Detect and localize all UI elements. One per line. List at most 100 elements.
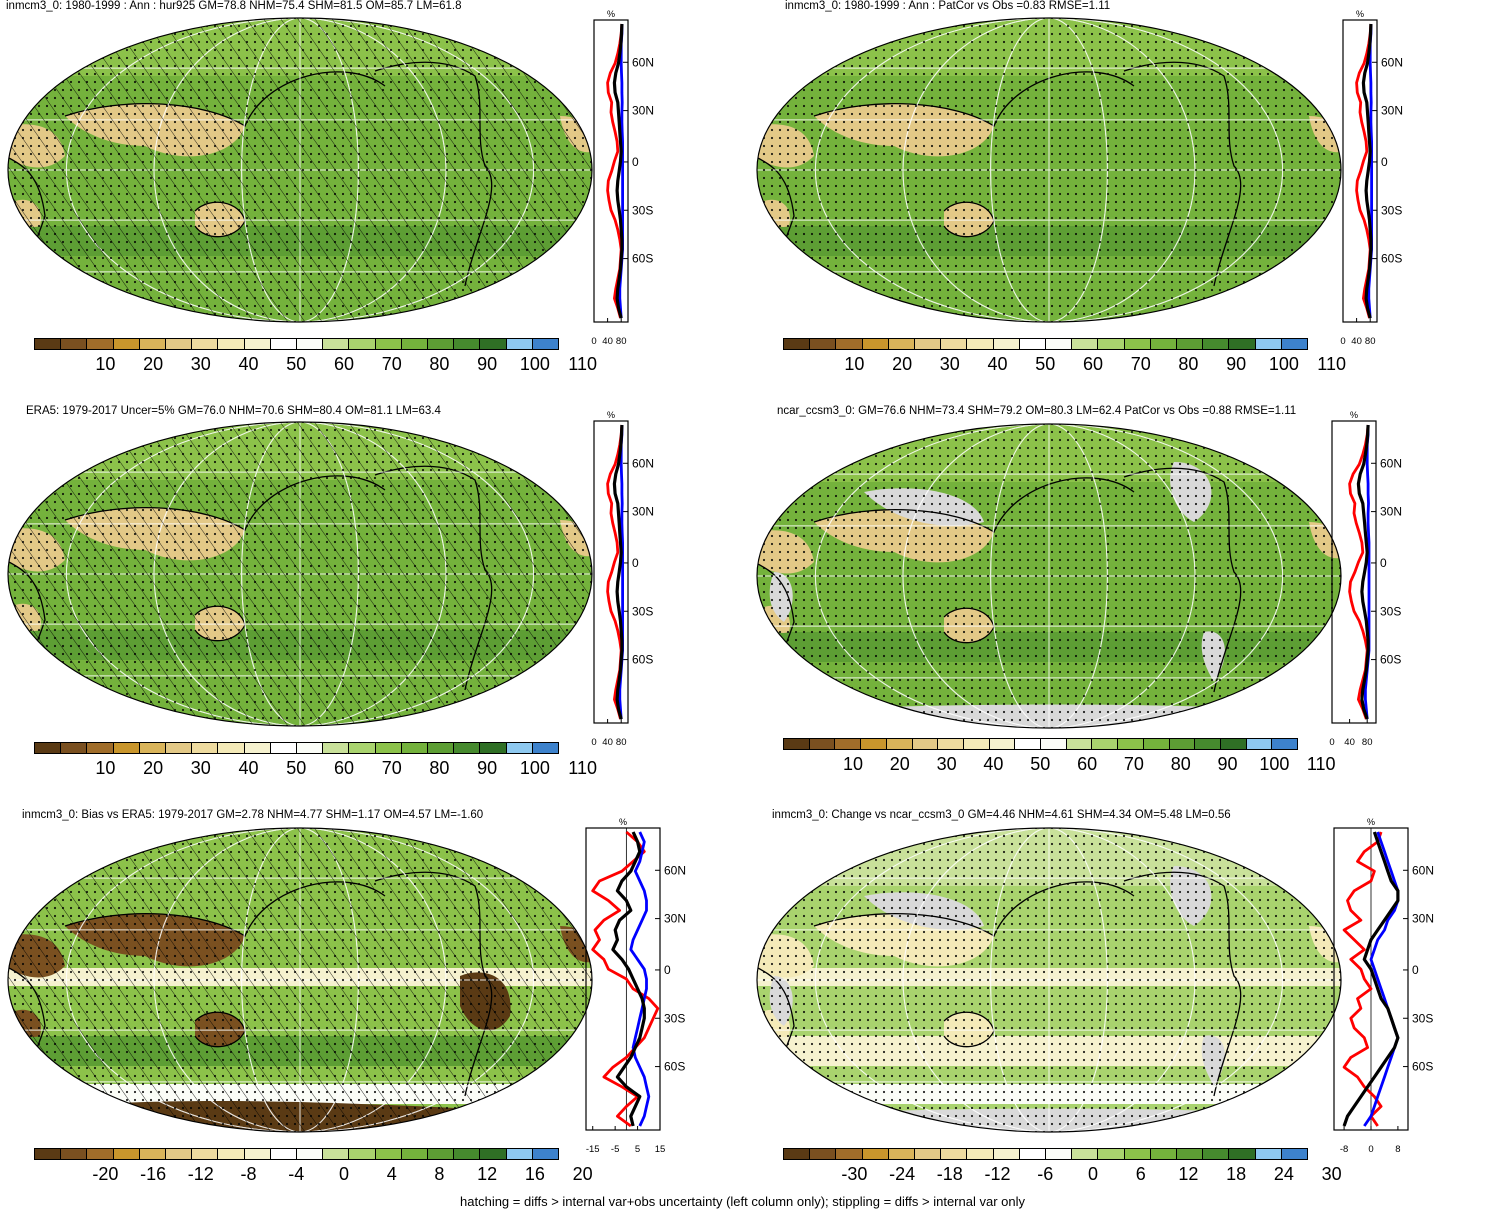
colorbar-swatches <box>34 338 559 350</box>
lat-label: 0 <box>1412 963 1419 977</box>
profile-line-black <box>1342 831 1400 1127</box>
map <box>756 17 1342 323</box>
colorbar-label: 20 <box>892 354 913 374</box>
colorbar-swatch <box>861 739 887 749</box>
lat-label: 30N <box>1412 912 1434 926</box>
colorbar-label: 100 <box>1259 754 1290 774</box>
colorbar-swatch <box>1203 339 1230 349</box>
panel-title: ncar_ccsm3_0: GM=76.6 NHM=73.4 SHM=79.2 … <box>777 405 1297 417</box>
colorbar-swatch <box>506 743 533 753</box>
colorbar-label: 18 <box>1226 1164 1247 1184</box>
colorbar-label: 60 <box>1077 754 1098 774</box>
colorbar-label: 0 <box>338 1164 349 1184</box>
lat-label: 0 <box>632 556 639 570</box>
map-border <box>756 827 1342 1133</box>
colorbar-swatch <box>1072 339 1099 349</box>
colorbar-label: 20 <box>889 754 910 774</box>
lat-label: 30S <box>1381 203 1402 217</box>
lat-label: 0 <box>632 155 639 169</box>
colorbar-swatch <box>993 339 1020 349</box>
profile-line-red <box>591 830 660 1128</box>
colorbar-swatch <box>1072 1149 1099 1159</box>
profile-line-blue <box>1363 831 1400 1127</box>
colorbar-swatch <box>428 743 455 753</box>
colorbar-label: -12 <box>984 1164 1011 1184</box>
colorbar-swatch <box>1124 1149 1151 1159</box>
colorbar-label: 50 <box>286 758 307 778</box>
zonal-profile: % 60N 30N 0 30S 60S 0 40 80 <box>1340 9 1403 347</box>
colorbar-swatch <box>862 1149 889 1159</box>
colorbar-swatch <box>915 339 942 349</box>
lat-label: 0 <box>664 963 671 977</box>
colorbar-label: 90 <box>477 354 498 374</box>
x-label: 80 <box>616 336 627 347</box>
colorbar: 10 20 30 40 50 60 70 80 90 100 110 <box>783 738 1336 776</box>
colorbar-swatch <box>218 743 245 753</box>
colorbar-swatch <box>113 743 140 753</box>
colorbar-swatch <box>480 339 507 349</box>
colorbar-swatch <box>1281 1149 1308 1159</box>
colorbar-label: 80 <box>429 758 450 778</box>
profile-unit: % <box>1350 410 1358 420</box>
colorbar-swatch <box>375 339 402 349</box>
profile-unit: % <box>607 410 615 420</box>
colorbar-label: 0 <box>1087 1164 1098 1184</box>
profile-unit: % <box>619 817 627 827</box>
x-label: 40 <box>602 336 613 347</box>
map-border <box>756 423 1342 729</box>
zonal-profile: % 60N 30N 0 30S 60S 0 40 80 <box>591 410 654 748</box>
colorbar-swatch <box>87 1149 114 1159</box>
colorbar-swatch <box>1255 1149 1282 1159</box>
colorbar-label: 90 <box>477 758 498 778</box>
map-border <box>7 827 593 1133</box>
colorbar-swatch <box>139 339 167 349</box>
lat-label: 30N <box>1381 104 1403 118</box>
colorbar-swatch <box>454 339 481 349</box>
colorbar-swatches <box>34 742 559 754</box>
lat-label: 60N <box>664 863 686 877</box>
lat-label: 30S <box>632 203 653 217</box>
stippling <box>757 424 1341 728</box>
colorbar-label: 90 <box>1226 354 1247 374</box>
colorbar-label: -30 <box>841 1164 868 1184</box>
map <box>7 17 593 323</box>
colorbar-swatch <box>810 339 837 349</box>
colorbar-label: 70 <box>1130 354 1151 374</box>
colorbar: -30 -24 -18 -12 -6 0 6 12 18 24 30 <box>783 1148 1342 1186</box>
colorbar-label: 6 <box>1135 1164 1146 1184</box>
map-border <box>7 17 593 323</box>
panel-title: inmcm3_0: 1980-1999 : Ann : hur925 GM=78… <box>6 0 462 12</box>
colorbar-swatch <box>35 743 62 753</box>
profile-line-black <box>612 424 624 720</box>
panel-title: inmcm3_0: Change vs ncar_ccsm3_0 GM=4.46… <box>772 809 1231 821</box>
profile-line-blue <box>629 831 651 1127</box>
x-label: 80 <box>1365 336 1376 347</box>
colorbar-swatch <box>113 1149 140 1159</box>
colorbar-label: 70 <box>1123 754 1144 774</box>
hatching <box>8 18 592 322</box>
profile-frame <box>593 19 629 323</box>
colorbar-swatch <box>166 1149 193 1159</box>
x-label: 40 <box>602 737 613 748</box>
colorbar-swatch <box>1150 339 1178 349</box>
colorbar-swatch <box>967 339 994 349</box>
colorbar-label: -8 <box>240 1164 257 1184</box>
stippling <box>757 828 1341 1132</box>
colorbar-swatch <box>166 743 193 753</box>
footer-note: hatching = diffs > internal var+obs unce… <box>460 1194 1025 1209</box>
colorbar-swatch <box>297 339 324 349</box>
colorbar-label: 50 <box>1030 754 1051 774</box>
colorbar-swatch <box>297 743 324 753</box>
colorbar-label: 80 <box>429 354 450 374</box>
colorbar-swatch <box>1246 739 1273 749</box>
colorbar-label: 100 <box>1268 354 1299 374</box>
colorbar-swatch <box>506 339 533 349</box>
colorbar-swatch <box>938 739 964 749</box>
colorbar-swatch <box>87 743 114 753</box>
lat-label: 60N <box>1412 863 1434 877</box>
colorbar-swatch <box>244 1149 271 1159</box>
colorbar-swatch <box>375 743 402 753</box>
colorbar-swatch <box>270 339 298 349</box>
x-label: 0 <box>591 737 596 748</box>
colorbar-swatch <box>401 743 429 753</box>
